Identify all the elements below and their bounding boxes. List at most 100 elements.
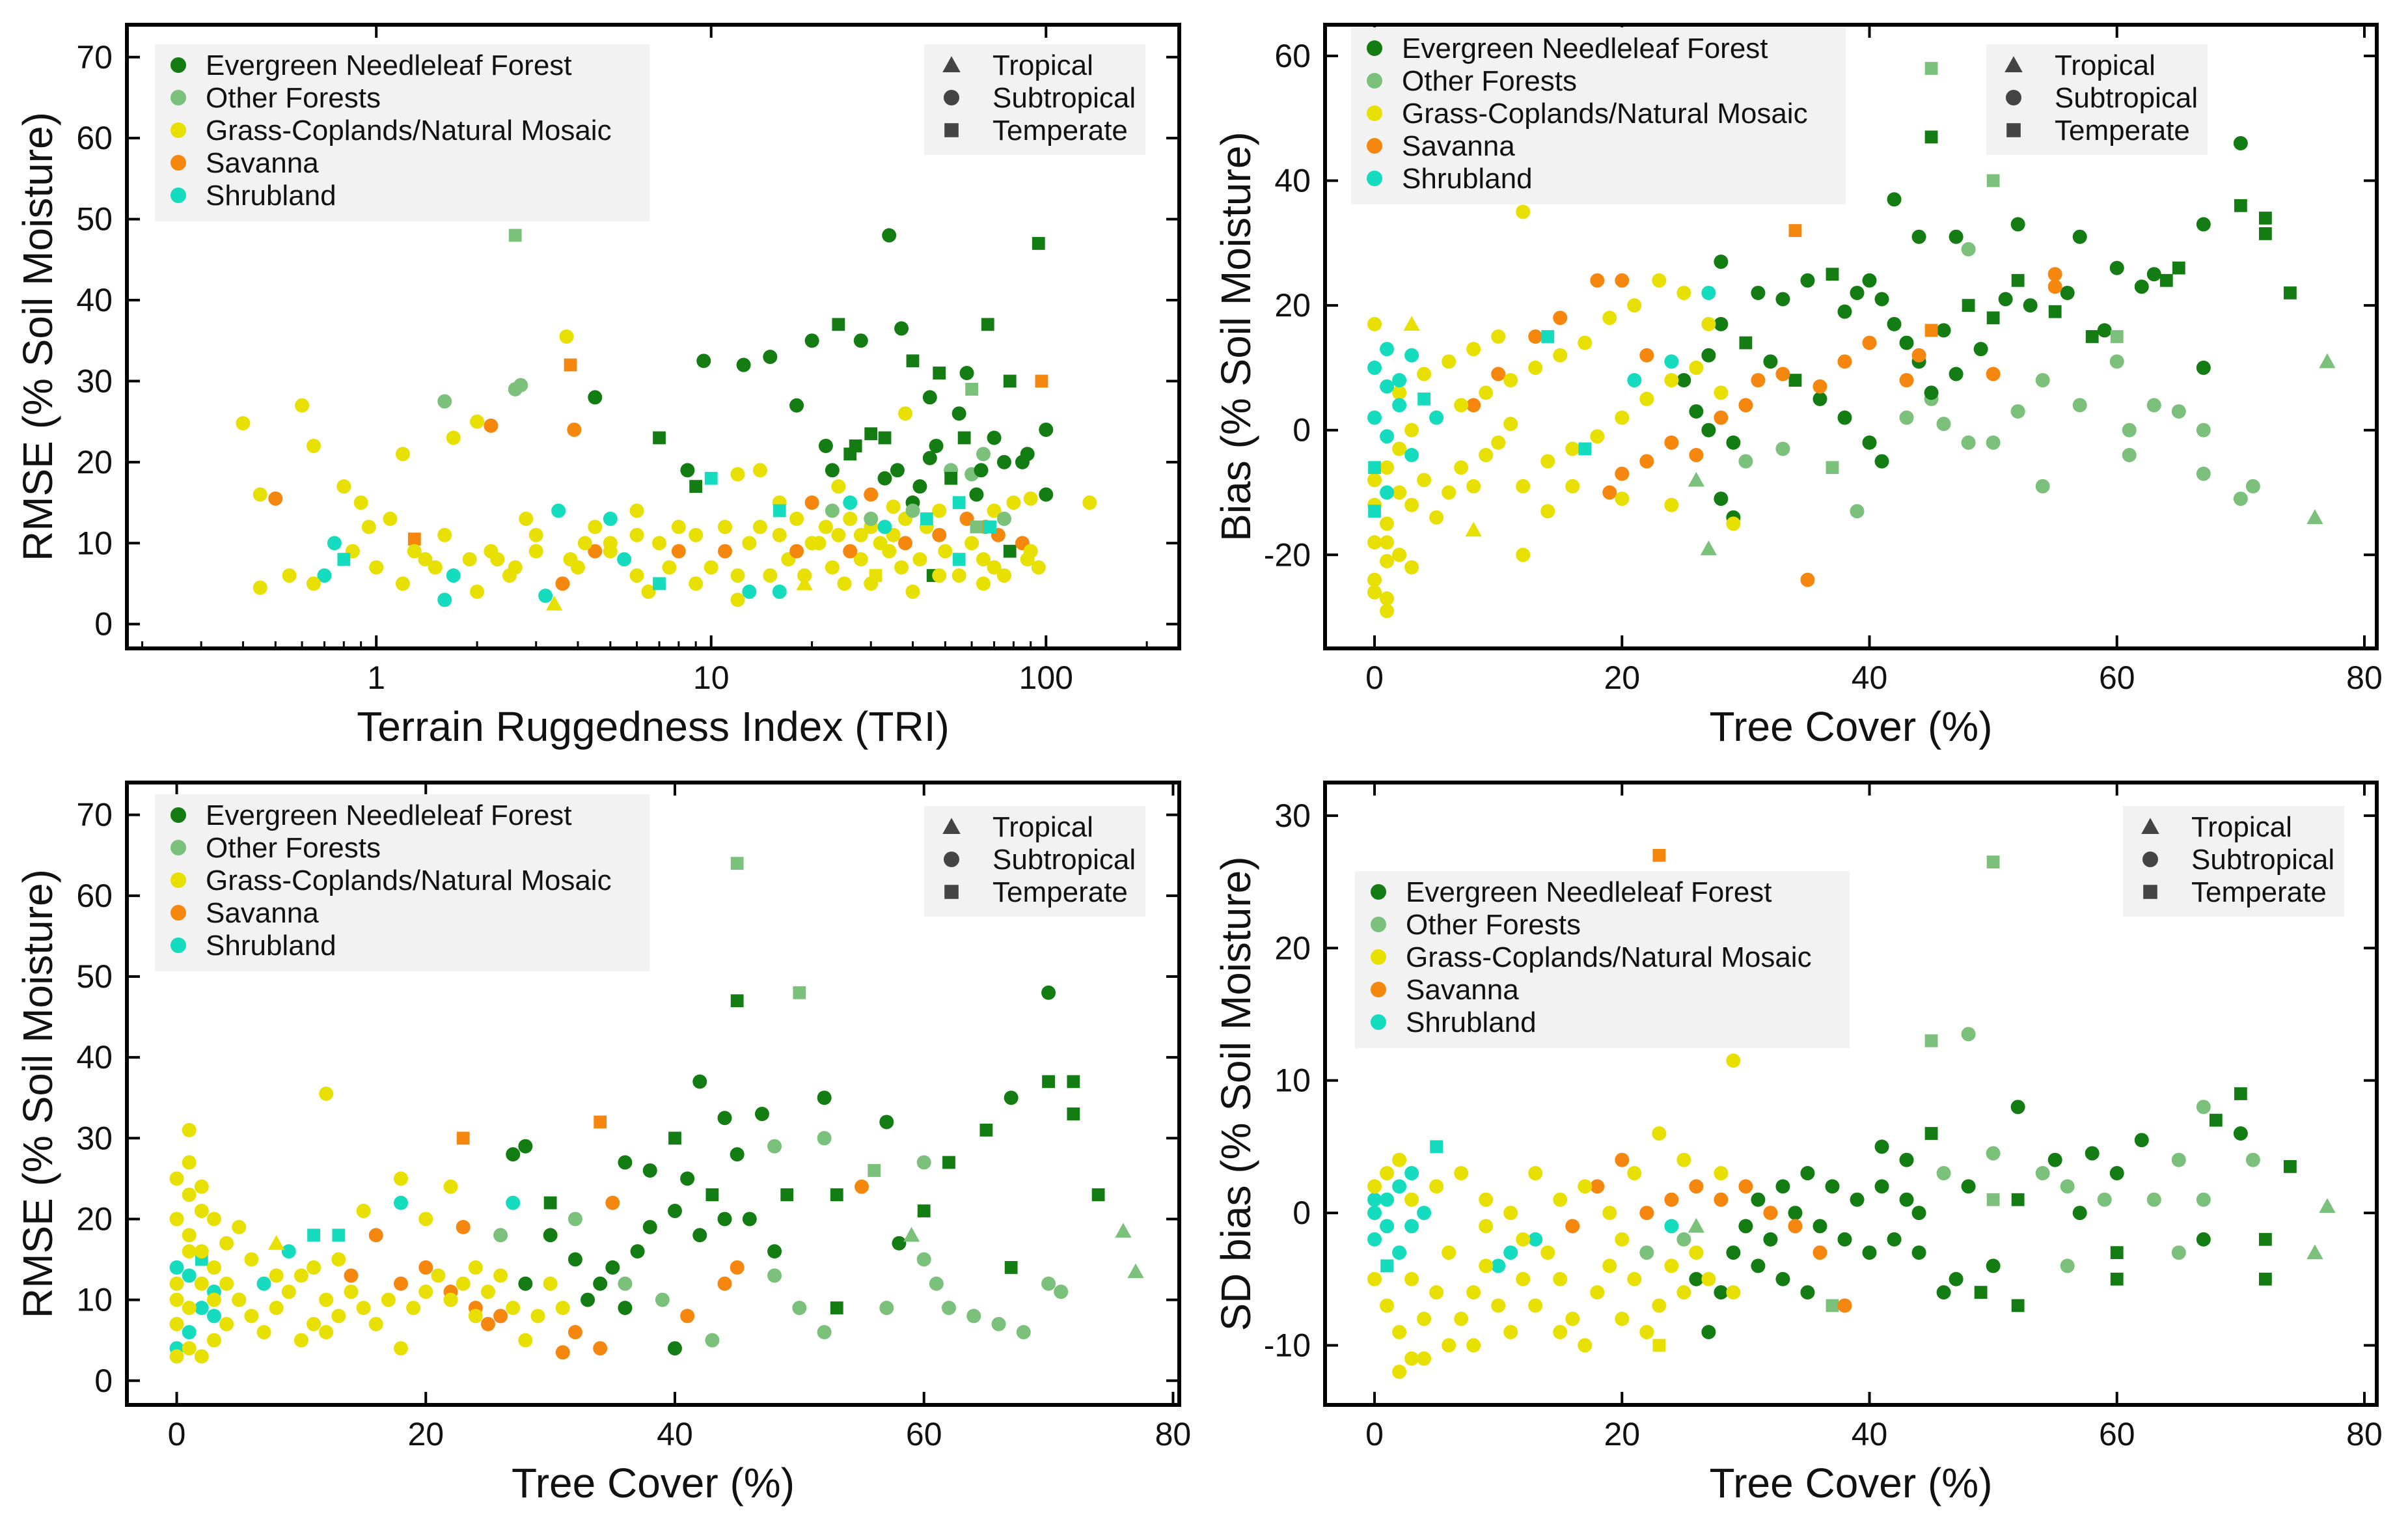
data-point (2097, 1192, 2112, 1207)
data-point (1479, 1219, 1494, 1234)
data-point (518, 1333, 533, 1348)
data-point (951, 568, 966, 583)
data-point (1739, 336, 1753, 350)
x-tick-label: 1 (367, 659, 385, 696)
data-point (1664, 354, 1679, 369)
data-point (182, 1268, 197, 1283)
data-point (772, 527, 787, 542)
data-point (818, 520, 833, 534)
data-point (879, 1301, 894, 1316)
data-point (2159, 273, 2173, 287)
legend-label-shrub: Shrubland (1406, 1006, 1537, 1038)
data-point (568, 1325, 582, 1340)
data-point (1540, 1245, 1555, 1260)
x-tick-label: 0 (1365, 659, 1384, 696)
data-point (680, 463, 695, 478)
data-point (169, 1260, 184, 1275)
data-point (2284, 1159, 2297, 1173)
x-tick-label: 10 (693, 659, 730, 696)
data-point (864, 511, 879, 526)
data-point (1986, 174, 2000, 187)
y-tick-label: 10 (76, 525, 113, 561)
data-point (894, 560, 909, 575)
zone-legend-box (1986, 44, 2208, 155)
data-point (484, 418, 499, 433)
data-point (730, 1260, 745, 1275)
data-point (752, 520, 767, 534)
data-point (169, 1212, 184, 1227)
data-point (1615, 1311, 1630, 1326)
y-tick-label: 30 (76, 363, 113, 399)
data-point (169, 1171, 184, 1186)
data-points (169, 857, 1144, 1364)
panel-treecover-rmse: 0 10 20 30 40 50 60 70 0 20 40 60 80 Tree Cover (%) RM… (14, 781, 1191, 1506)
data-point (1528, 1232, 1543, 1247)
data-point (446, 430, 461, 445)
data-point (1367, 316, 1382, 331)
data-point (941, 1301, 956, 1316)
data-point (294, 1268, 308, 1283)
data-point (1911, 229, 1926, 244)
data-point (1826, 461, 1839, 475)
data-point (1689, 1245, 1704, 1260)
data-point (1800, 1166, 1815, 1181)
data-point (671, 544, 686, 559)
data-point (1023, 544, 1038, 559)
data-point (1924, 1034, 1938, 1047)
data-point (1466, 479, 1481, 493)
data-point (1800, 572, 1815, 587)
legend-label-of: Other Forests (206, 82, 381, 114)
panel-tri-rmse: 0 10 20 30 40 50 60 70 1 10 100 Terrain Ruggedness … (14, 23, 1181, 750)
data-point (1479, 1192, 1494, 1207)
data-point (182, 1228, 197, 1243)
y-tick-label: 60 (1274, 38, 1311, 74)
class-legend-box (1351, 27, 1846, 204)
data-point (979, 1123, 993, 1137)
data-point (966, 1309, 981, 1324)
data-point (1738, 398, 1753, 413)
data-point (970, 520, 983, 534)
data-point (1503, 373, 1518, 388)
data-point (1615, 466, 1630, 481)
data-point (689, 480, 703, 493)
data-point (519, 511, 534, 526)
data-point (232, 1292, 247, 1307)
data-point (493, 1228, 508, 1243)
data-point (1553, 1325, 1568, 1340)
data-point (588, 390, 603, 405)
data-point (1639, 1206, 1654, 1221)
data-point (1392, 398, 1407, 413)
data-point (864, 487, 879, 502)
data-point (2171, 404, 2186, 419)
data-point (268, 491, 283, 506)
zone-label-tri: Tropical (2191, 811, 2292, 843)
zone-label-sq: Temperate (2191, 876, 2327, 908)
data-point (563, 552, 578, 567)
data-point (974, 463, 989, 478)
data-point (306, 438, 321, 453)
data-point (1837, 410, 1852, 425)
data-point (393, 1195, 408, 1210)
data-point (886, 499, 901, 514)
data-point (1465, 521, 1482, 537)
data-point (577, 536, 592, 551)
data-point (555, 1345, 570, 1360)
x-tick-label: 20 (1604, 1416, 1640, 1452)
zone-marker-sq (2006, 123, 2021, 137)
data-point (327, 536, 342, 551)
data-point (1491, 367, 1506, 382)
data-point (2085, 330, 2099, 343)
data-point (855, 1179, 869, 1194)
legend-swatch-of (171, 840, 186, 855)
data-point (508, 560, 523, 575)
data-point (393, 1276, 408, 1291)
zone-label-circ: Subtropical (992, 844, 1136, 876)
data-point (1590, 1179, 1605, 1194)
data-point (555, 1301, 570, 1316)
data-point (2306, 509, 2323, 524)
data-point (594, 1115, 607, 1129)
data-point (605, 1260, 620, 1275)
legend-label-shrub: Shrubland (206, 930, 336, 962)
